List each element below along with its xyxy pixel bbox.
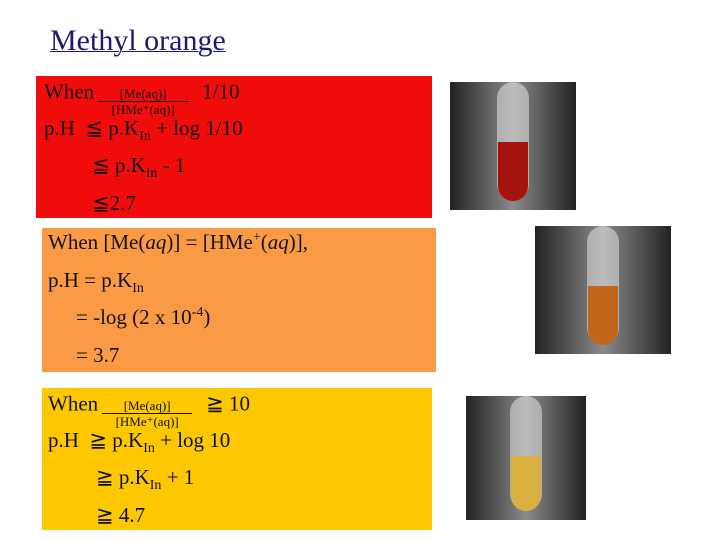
- text-line: = 3.7: [76, 343, 119, 368]
- text: When: [44, 79, 95, 104]
- text-line: ≧ 4.7: [96, 503, 145, 528]
- text: (: [260, 230, 268, 254]
- text-line: ≦2.7: [92, 191, 136, 216]
- text: ≧ 4.7: [96, 502, 146, 527]
- test-tube-photo: [450, 82, 576, 210]
- text: In: [149, 478, 162, 494]
- text-line: When [Me(aq)] [HMe⁺(aq)] 1/10: [44, 78, 240, 117]
- text: = -log (2 x 10: [76, 305, 192, 329]
- text: p.H ≦ p.K: [44, 115, 140, 140]
- text: p.H = p.K: [48, 267, 133, 292]
- text: ): [203, 305, 211, 329]
- denominator: [HMe⁺(aq)]: [111, 102, 175, 117]
- text: In: [143, 440, 155, 456]
- test-tube-photo: [535, 226, 671, 354]
- text: p.H ≧ p.K: [48, 427, 144, 452]
- text: ≦2.7: [92, 190, 136, 215]
- test-tube-photo: [466, 396, 586, 520]
- text: + 1: [161, 465, 195, 489]
- text-line: p.H = p.KIn: [48, 268, 144, 297]
- fraction: [Me(aq)] [HMe⁺(aq)]: [102, 398, 193, 429]
- text: + log 1/10: [150, 115, 243, 140]
- text: When [Me(: [48, 230, 146, 254]
- text: 1/10: [202, 79, 240, 104]
- text: -4: [191, 305, 204, 320]
- text: + log 10: [154, 427, 231, 452]
- text: - 1: [157, 153, 186, 177]
- text: In: [145, 166, 158, 182]
- text: In: [132, 280, 144, 296]
- title: Methyl orange: [50, 24, 226, 57]
- text-line: ≦ p.KIn - 1: [92, 153, 185, 182]
- text-line: When [Me(aq)] = [HMe+(aq)],: [48, 230, 308, 255]
- text-line: When [Me(aq)] [HMe⁺(aq)] ≧ 10: [48, 390, 251, 429]
- panel: When [Me(aq)] [HMe⁺(aq)] ≧ 10 p.H ≧ p.KIn + …: [42, 388, 432, 530]
- numerator: [Me(aq)]: [98, 86, 189, 102]
- panel: When [Me(aq)] = [HMe+(aq)], p.H = p.KIn = …: [42, 228, 436, 372]
- text: ≧ p.K: [96, 465, 150, 489]
- text: +: [252, 230, 261, 245]
- text: )],: [288, 230, 309, 254]
- text-line: ≧ p.KIn + 1: [96, 465, 194, 494]
- text-line: p.H ≧ p.KIn + log 10: [48, 428, 230, 457]
- text-line: = -log (2 x 10-4): [76, 305, 210, 330]
- text: ≦ p.K: [92, 153, 146, 177]
- text: )] = [HMe: [166, 230, 253, 254]
- text: In: [139, 128, 151, 144]
- text-line: p.H ≦ p.KIn + log 1/10: [44, 116, 243, 145]
- denominator: [HMe⁺(aq)]: [115, 414, 179, 429]
- panel: When [Me(aq)] [HMe⁺(aq)] 1/10 p.H ≦ p.KIn + …: [36, 76, 432, 218]
- fraction: [Me(aq)] [HMe⁺(aq)]: [98, 86, 189, 117]
- text: When: [48, 391, 99, 416]
- text: ≧ 10: [206, 391, 251, 416]
- numerator: [Me(aq)]: [102, 398, 193, 414]
- text: aq: [267, 230, 289, 254]
- text: = 3.7: [76, 342, 120, 367]
- text: aq: [145, 230, 167, 254]
